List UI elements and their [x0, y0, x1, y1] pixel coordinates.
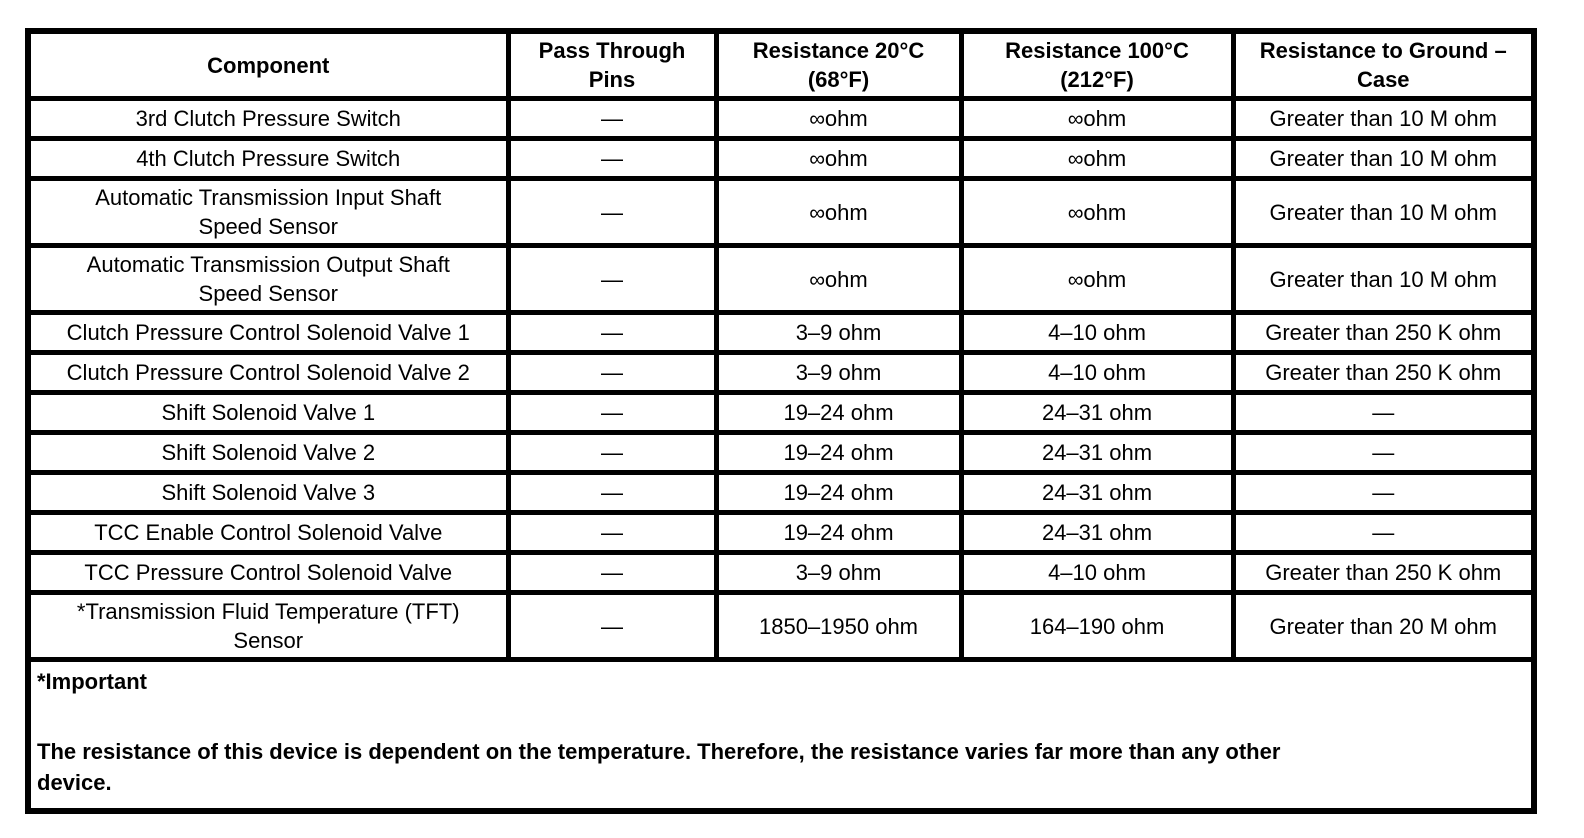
cell-pass-through-pins: — [505, 310, 719, 355]
cell-resistance-to-ground-case: Greater than 250 K ohm [1230, 310, 1537, 355]
cell-pass-through-pins: — [505, 350, 719, 395]
cell-pass-through-pins: — [505, 243, 719, 315]
cell-resistance-to-ground-case: — [1230, 510, 1537, 555]
cell-resistance-to-ground-case: Greater than 250 K ohm [1230, 550, 1537, 595]
cell-pass-through-pins: — [505, 470, 719, 515]
cell-resistance-100c: 4–10 ohm [958, 310, 1236, 355]
cell-component: TCC Pressure Control Solenoid Valve [25, 550, 511, 595]
column-header-resistance-100c: Resistance 100°C (212°F) [958, 28, 1236, 101]
cell-resistance-20c: 1850–1950 ohm [713, 590, 964, 662]
table-row: Shift Solenoid Valve 3—19–24 ohm 24–31 oh… [25, 470, 1537, 515]
cell-pass-through-pins: — [505, 96, 719, 141]
cell-pass-through-pins: — [505, 510, 719, 555]
table-row: Shift Solenoid Valve 2—19–24 ohm 24–31 oh… [25, 430, 1537, 475]
footnote-row: *Important The resistance of this device… [25, 657, 1537, 814]
cell-resistance-to-ground-case: Greater than 10 M ohm [1230, 136, 1537, 181]
table-row: Clutch Pressure Control Solenoid Valve 2… [25, 350, 1537, 395]
cell-resistance-20c: 19–24 ohm [713, 390, 964, 435]
cell-resistance-20c: 3–9 ohm [713, 350, 964, 395]
cell-resistance-20c: ∞ohm [713, 136, 964, 181]
table-body: 3rd Clutch Pressure Switch — ∞ohm ∞ohm Great… [25, 96, 1537, 662]
cell-component: Clutch Pressure Control Solenoid Valve 1 [25, 310, 511, 355]
cell-component: *Transmission Fluid Temperature (TFT) Se… [25, 590, 511, 662]
footnote: *Important The resistance of this device… [25, 657, 1537, 814]
cell-pass-through-pins: — [505, 430, 719, 475]
cell-resistance-to-ground-case: — [1230, 430, 1537, 475]
cell-resistance-100c: ∞ohm [958, 136, 1236, 181]
table-row: Automatic Transmission Output Shaft Spee… [25, 243, 1537, 315]
cell-resistance-20c: 19–24 ohm [713, 470, 964, 515]
table-header: Component Pass Through Pins Resistance 20°… [25, 28, 1537, 101]
cell-component: Shift Solenoid Valve 3 [25, 470, 511, 515]
cell-pass-through-pins: — [505, 136, 719, 181]
cell-component: Shift Solenoid Valve 2 [25, 430, 511, 475]
table-row: 3rd Clutch Pressure Switch — ∞ohm ∞ohm Great… [25, 96, 1537, 141]
cell-resistance-20c: 3–9 ohm [713, 550, 964, 595]
resistance-spec-table: Component Pass Through Pins Resistance 20°… [25, 28, 1537, 814]
cell-component: 4th Clutch Pressure Switch [25, 136, 511, 181]
cell-pass-through-pins: — [505, 590, 719, 662]
table-row: TCC Enable Control Solenoid Valve —19–24 … [25, 510, 1537, 555]
table-row: TCC Pressure Control Solenoid Valve —3–9 … [25, 550, 1537, 595]
cell-component: Automatic Transmission Input Shaft Speed… [25, 176, 511, 248]
cell-resistance-to-ground-case: Greater than 10 M ohm [1230, 243, 1537, 315]
table-row: *Transmission Fluid Temperature (TFT) Se… [25, 590, 1537, 662]
table-row: Clutch Pressure Control Solenoid Valve 1… [25, 310, 1537, 355]
cell-pass-through-pins: — [505, 550, 719, 595]
cell-pass-through-pins: — [505, 176, 719, 248]
table-row: 4th Clutch Pressure Switch — ∞ohm ∞ohm Great… [25, 136, 1537, 181]
cell-component: 3rd Clutch Pressure Switch [25, 96, 511, 141]
cell-component: TCC Enable Control Solenoid Valve [25, 510, 511, 555]
footnote-important-label: *Important [37, 669, 147, 694]
cell-resistance-100c: ∞ohm [958, 243, 1236, 315]
column-header-resistance-to-ground-case: Resistance to Ground – Case [1230, 28, 1537, 101]
cell-resistance-100c: 24–31 ohm [958, 510, 1236, 555]
cell-resistance-100c: 164–190 ohm [958, 590, 1236, 662]
cell-resistance-100c: 4–10 ohm [958, 350, 1236, 395]
column-header-resistance-20c: Resistance 20°C (68°F) [713, 28, 964, 101]
cell-resistance-100c: ∞ohm [958, 96, 1236, 141]
cell-resistance-100c: 4–10 ohm [958, 550, 1236, 595]
cell-resistance-100c: 24–31 ohm [958, 470, 1236, 515]
cell-resistance-to-ground-case: — [1230, 470, 1537, 515]
header-row: Component Pass Through Pins Resistance 20°… [25, 28, 1537, 101]
cell-resistance-20c: 3–9 ohm [713, 310, 964, 355]
footnote-body-text: The resistance of this device is depende… [37, 739, 1281, 795]
table-row: Automatic Transmission Input Shaft Speed… [25, 176, 1537, 248]
cell-resistance-100c: ∞ohm [958, 176, 1236, 248]
column-header-pass-through-pins: Pass Through Pins [505, 28, 719, 101]
cell-resistance-20c: ∞ohm [713, 96, 964, 141]
table-footnote: *Important The resistance of this device… [25, 657, 1537, 814]
cell-component: Clutch Pressure Control Solenoid Valve 2 [25, 350, 511, 395]
cell-resistance-100c: 24–31 ohm [958, 390, 1236, 435]
table-row: Shift Solenoid Valve 1—19–24 ohm 24–31 oh… [25, 390, 1537, 435]
cell-component: Automatic Transmission Output Shaft Spee… [25, 243, 511, 315]
cell-resistance-20c: 19–24 ohm [713, 430, 964, 475]
cell-resistance-to-ground-case: Greater than 20 M ohm [1230, 590, 1537, 662]
cell-resistance-100c: 24–31 ohm [958, 430, 1236, 475]
cell-resistance-20c: ∞ohm [713, 176, 964, 248]
cell-resistance-to-ground-case: Greater than 10 M ohm [1230, 176, 1537, 248]
cell-resistance-20c: ∞ohm [713, 243, 964, 315]
cell-resistance-to-ground-case: — [1230, 390, 1537, 435]
cell-resistance-to-ground-case: Greater than 10 M ohm [1230, 96, 1537, 141]
column-header-component: Component [25, 28, 511, 101]
cell-resistance-20c: 19–24 ohm [713, 510, 964, 555]
cell-resistance-to-ground-case: Greater than 250 K ohm [1230, 350, 1537, 395]
cell-pass-through-pins: — [505, 390, 719, 435]
cell-component: Shift Solenoid Valve 1 [25, 390, 511, 435]
